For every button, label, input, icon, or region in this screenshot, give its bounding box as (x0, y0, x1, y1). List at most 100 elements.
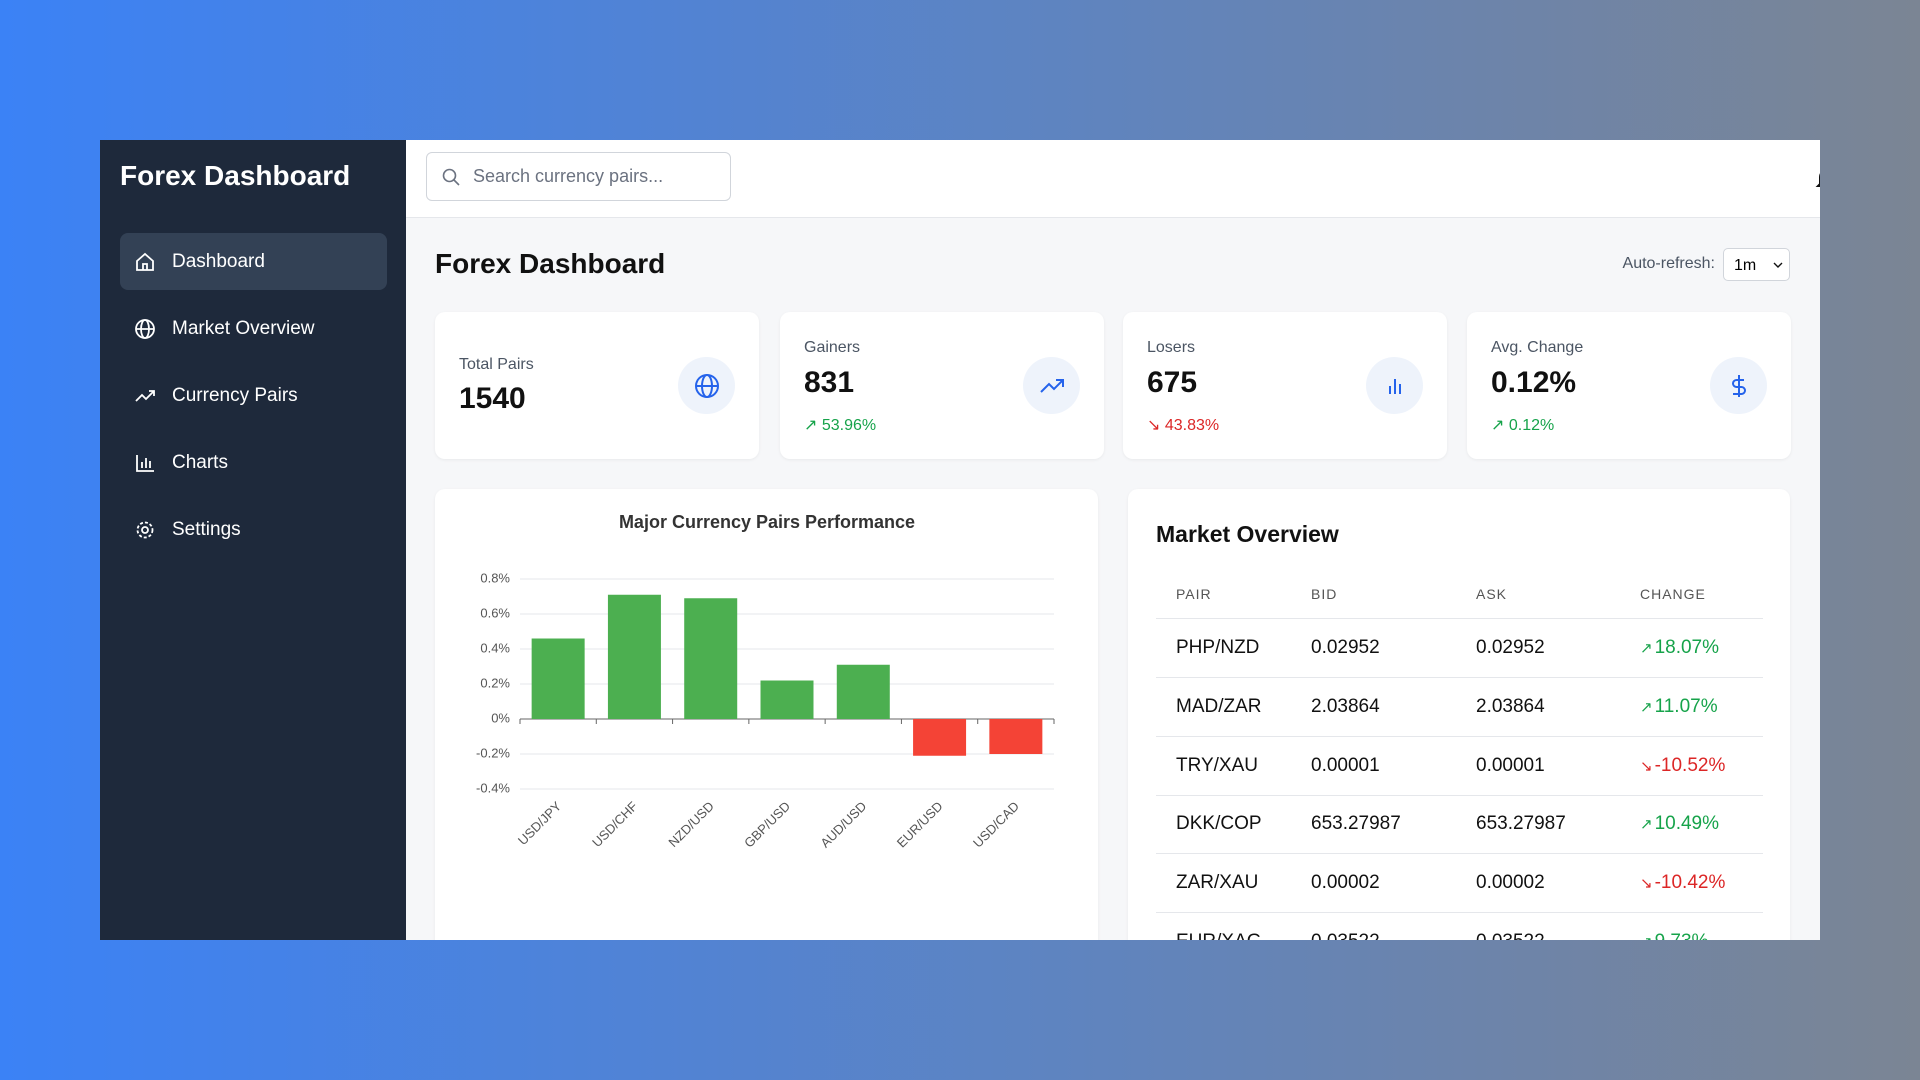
row-divider (1156, 912, 1763, 914)
x-tick-label: USD/CHF (589, 798, 641, 850)
y-tick-label: 0% (491, 710, 510, 725)
stat-label: Total Pairs (459, 356, 534, 373)
nav-label: Market Overview (172, 317, 315, 339)
header-divider (1156, 618, 1763, 619)
price-cell: 0.00001 (1311, 754, 1380, 776)
change-text: 18.07% (1654, 637, 1720, 658)
bar (836, 664, 890, 719)
nav-icon (136, 454, 154, 472)
price-cell: 0.03522 (1476, 931, 1545, 940)
auto-refresh-value: 1m (1734, 257, 1757, 274)
bar-chart: Major Currency Pairs Performance -0.4% -0… (476, 512, 1055, 851)
y-tick-label: 0.6% (480, 605, 510, 620)
stat-change: ↗ 53.96% (804, 417, 877, 434)
change-cell: ↗ 10.49% (1640, 813, 1719, 835)
nav-label: Settings (172, 518, 241, 540)
pair-cell: EUR/XAG (1176, 931, 1262, 940)
stat-change-text: 53.96% (821, 417, 877, 434)
pair-cell: MAD/ZAR (1176, 695, 1262, 717)
row-divider (1156, 677, 1763, 678)
stat-change-text: 0.12% (1508, 417, 1555, 434)
stat-card: Total Pairs 1540 (435, 312, 759, 459)
y-tick-label: 0.4% (480, 640, 510, 655)
chart-panel: Major Currency Pairs Performance -0.4% -0… (435, 489, 1098, 940)
nav-item[interactable]: Charts (120, 434, 387, 491)
change-cell: ↘ -10.42% (1640, 872, 1725, 894)
stat-change-text: 43.83% (1164, 417, 1220, 434)
price-cell: 0.00002 (1311, 872, 1380, 894)
change-cell: ↗ 18.07% (1640, 637, 1719, 659)
pair-cell: ZAR/XAU (1176, 872, 1259, 894)
market-title: Market Overview (1156, 521, 1339, 547)
nav-icon (135, 318, 155, 339)
stat-icon (1710, 357, 1767, 414)
stat-value: 1540 (459, 382, 526, 415)
pair-cell: PHP/NZD (1176, 637, 1260, 658)
column-header: CHANGE (1640, 586, 1706, 602)
price-cell: 0.02952 (1311, 637, 1380, 658)
bar (531, 638, 585, 719)
stat-label: Gainers (804, 339, 861, 356)
x-tick-label: USD/CAD (970, 799, 1022, 851)
auto-refresh-label: Auto-refresh: (1622, 255, 1715, 272)
bar (989, 719, 1043, 754)
nav-item[interactable]: Dashboard (120, 233, 387, 290)
y-tick-label: 0.8% (480, 570, 510, 585)
change-arrow: ↘ (1640, 875, 1653, 893)
row-divider (1156, 735, 1763, 737)
stat-value: 0.12% (1491, 366, 1577, 399)
nav-item[interactable]: Settings (120, 501, 387, 558)
column-header: ASK (1476, 586, 1508, 602)
change-arrow: ↗ (1640, 816, 1653, 834)
stat-change: ↘ 43.83% (1147, 417, 1220, 434)
bar (684, 598, 738, 719)
change-text: -10.42% (1654, 872, 1726, 894)
price-cell: 2.03864 (1311, 695, 1380, 717)
stat-icon (678, 357, 735, 414)
search-placeholder: Search currency pairs... (473, 166, 664, 186)
stat-value: 675 (1147, 366, 1198, 399)
nav-icon (136, 252, 154, 271)
price-cell: 0.00002 (1476, 872, 1545, 894)
y-tick-label: 0.2% (480, 675, 510, 690)
stat-card: Avg. Change 0.12% ↗ 0.12% (1467, 312, 1791, 459)
change-cell: ↘ -10.52% (1640, 755, 1725, 777)
page-title: Forex Dashboard (435, 248, 666, 279)
chevron (1773, 262, 1783, 268)
nav-item[interactable]: Currency Pairs (120, 367, 387, 424)
chart-title: Major Currency Pairs Performance (619, 512, 915, 532)
nav-label: Currency Pairs (172, 384, 298, 406)
row-divider (1156, 794, 1763, 796)
app-window: Forex Dashboard Dashboard Market Overview… (100, 140, 1820, 940)
notification-bell[interactable] (1812, 164, 1820, 194)
nav-item[interactable]: Market Overview (120, 300, 387, 357)
bar (607, 594, 661, 719)
topbar: Search currency pairs... (406, 140, 1820, 218)
change-text: 11.07% (1654, 695, 1718, 717)
stat-card: Gainers 831 ↗ 53.96% (780, 312, 1104, 459)
price-cell: 0.03522 (1311, 931, 1380, 940)
stat-value: 831 (804, 366, 855, 399)
search-icon (442, 168, 460, 186)
change-text: 9.73% (1655, 931, 1709, 940)
price-cell: 653.27987 (1476, 813, 1566, 835)
market-panel: Market Overview PAIR BID ASK CHANGE PHP/NZD 0… (1128, 489, 1790, 940)
sidebar-title: Forex Dashboard (120, 160, 351, 191)
stat-label: Losers (1147, 339, 1196, 356)
price-cell: 0.02952 (1476, 637, 1545, 658)
pair-cell: TRY/XAU (1176, 754, 1259, 776)
price-cell: 2.03864 (1476, 695, 1545, 717)
change-arrow: ↗ (1640, 698, 1653, 716)
column-header: BID (1311, 586, 1338, 602)
nav-label: Dashboard (172, 250, 265, 272)
search-box[interactable]: Search currency pairs... (426, 152, 731, 201)
change-cell: ↗ 11.07% (1640, 696, 1718, 718)
stat-card: Losers 675 ↘ 43.83% (1123, 312, 1447, 459)
auto-refresh-select[interactable]: 1m (1723, 248, 1790, 281)
x-tick-label: NZD/USD (665, 799, 716, 850)
bar (760, 680, 814, 719)
x-tick-label: GBP/USD (741, 799, 793, 851)
nav-icon (136, 521, 154, 538)
x-tick-label: AUD/USD (817, 799, 869, 851)
